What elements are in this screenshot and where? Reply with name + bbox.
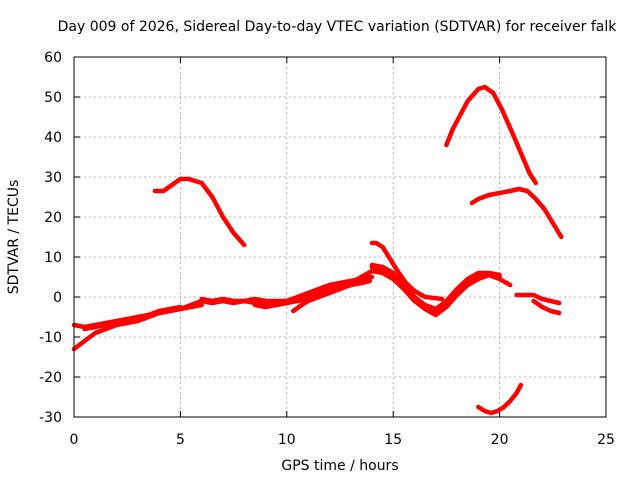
y-tick-label: 10	[44, 250, 62, 266]
y-tick-label: 60	[44, 50, 62, 66]
x-tick-label: 10	[278, 432, 296, 448]
y-axis-label: SDTVAR / TECUs	[6, 180, 22, 295]
series-line-arc-4	[152, 176, 247, 248]
y-tick-label: -10	[39, 330, 62, 346]
x-tick-label: 15	[384, 432, 402, 448]
series-line-arc-16	[476, 382, 524, 416]
y-tick-label: -30	[39, 410, 62, 426]
x-tick-label: 5	[176, 432, 185, 448]
x-tick-label: 0	[70, 432, 79, 448]
y-tick-label: 30	[44, 170, 62, 186]
series-line-arc-3	[82, 304, 183, 332]
chart-title: Day 009 of 2026, Sidereal Day-to-day VTE…	[58, 19, 618, 35]
series-line-arc-9	[369, 262, 502, 312]
x-axis-label: GPS time / hours	[281, 458, 398, 474]
series-line-arc-7	[290, 274, 375, 314]
y-tick-label: 50	[44, 90, 62, 106]
series-line-arc-12	[444, 84, 539, 186]
series-line-arc-13	[469, 186, 564, 240]
series-line-arc-8	[369, 240, 445, 302]
y-axis: -30 -20 -10 0 10 20 30 40 50 60	[39, 50, 606, 426]
y-tick-label: 40	[44, 130, 62, 146]
y-tick-label: 0	[53, 290, 62, 306]
x-tick-label: 20	[491, 432, 509, 448]
gridlines	[74, 57, 606, 417]
y-tick-label: 20	[44, 210, 62, 226]
series-line-arc-14	[514, 292, 562, 306]
series-line-arc-15	[531, 298, 562, 316]
x-axis: 0 5 10 15 20 25	[70, 57, 615, 448]
y-tick-label: -20	[39, 370, 62, 386]
x-tick-label: 25	[597, 432, 615, 448]
series-line-arc-11	[369, 264, 502, 315]
plot-frame	[73, 56, 607, 418]
data-series	[71, 84, 564, 416]
